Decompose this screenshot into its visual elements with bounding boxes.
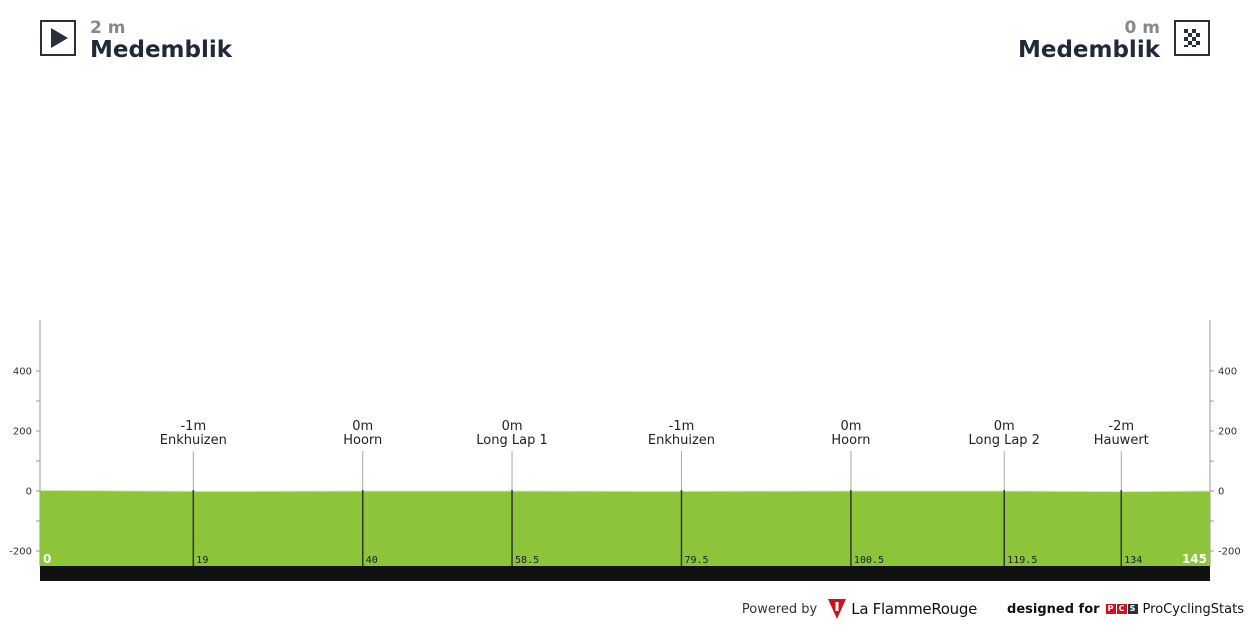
la-flamme-rouge-logo-icon [827, 597, 847, 621]
waypoint-km-label: 79.5 [684, 555, 708, 566]
elevation-area [40, 490, 1210, 566]
right-tick-label: 400 [1218, 367, 1237, 378]
checkered-flag-icon [1174, 20, 1210, 56]
left-tick-label: -200 [9, 547, 32, 558]
waypoint-altitude: 0m [502, 419, 523, 434]
left-tick-label: 400 [13, 367, 32, 378]
waypoint-km-label: 19 [196, 555, 208, 566]
waypoint-km-label: 40 [366, 555, 378, 566]
left-tick-label: 200 [13, 427, 32, 438]
right-tick-label: 0 [1218, 487, 1224, 498]
waypoint-altitude: -1m [669, 419, 695, 434]
pcs-letter-p: P [1105, 604, 1116, 614]
waypoint-altitude: -1m [180, 419, 206, 434]
waypoint-name: Hauwert [1094, 433, 1149, 448]
waypoint-km-label: 119.5 [1007, 555, 1037, 566]
waypoint-km-label: 58.5 [515, 555, 539, 566]
pcs-logo-icon: P C S [1105, 604, 1138, 614]
designed-for-label: designed for [1007, 601, 1100, 617]
elevation-outline [39, 489, 1211, 493]
pcs-letter-s: S [1127, 604, 1138, 614]
waypoint-name: Hoorn [343, 433, 382, 448]
waypoint-name: Enkhuizen [160, 433, 227, 448]
footer-credits: Powered by La FlammeRouge designed for P… [742, 597, 1244, 621]
la-flamme-rouge-name[interactable]: La FlammeRouge [851, 600, 978, 618]
procyclingstats-name[interactable]: ProCyclingStats [1142, 601, 1244, 617]
waypoint-altitude: 0m [352, 419, 373, 434]
waypoint-name: Enkhuizen [648, 433, 715, 448]
start-location: Medemblik [90, 37, 233, 63]
left-tick-label: 0 [26, 487, 32, 498]
waypoint-name: Hoorn [831, 433, 870, 448]
waypoint-km-label: 134 [1124, 555, 1142, 566]
finish-km-label: 145 [1182, 552, 1207, 566]
powered-by-label: Powered by [741, 601, 818, 617]
start-altitude: 2 m [90, 18, 126, 38]
right-tick-label: 200 [1218, 427, 1237, 438]
waypoint-altitude: 0m [994, 419, 1015, 434]
waypoint-altitude: 0m [840, 419, 861, 434]
pcs-letter-c: C [1116, 604, 1127, 614]
play-icon [40, 20, 76, 56]
distance-band [40, 566, 1210, 581]
start-km-label: 0 [43, 552, 51, 566]
waypoint-altitude: -2m [1108, 419, 1134, 434]
waypoint-name: Long Lap 1 [476, 433, 547, 448]
finish-location: Medemblik [1017, 37, 1160, 63]
right-tick-label: -200 [1218, 547, 1241, 558]
waypoint-name: Long Lap 2 [969, 433, 1040, 448]
waypoint-km-label: 100.5 [854, 555, 884, 566]
finish-altitude: 0 m [1124, 18, 1160, 38]
